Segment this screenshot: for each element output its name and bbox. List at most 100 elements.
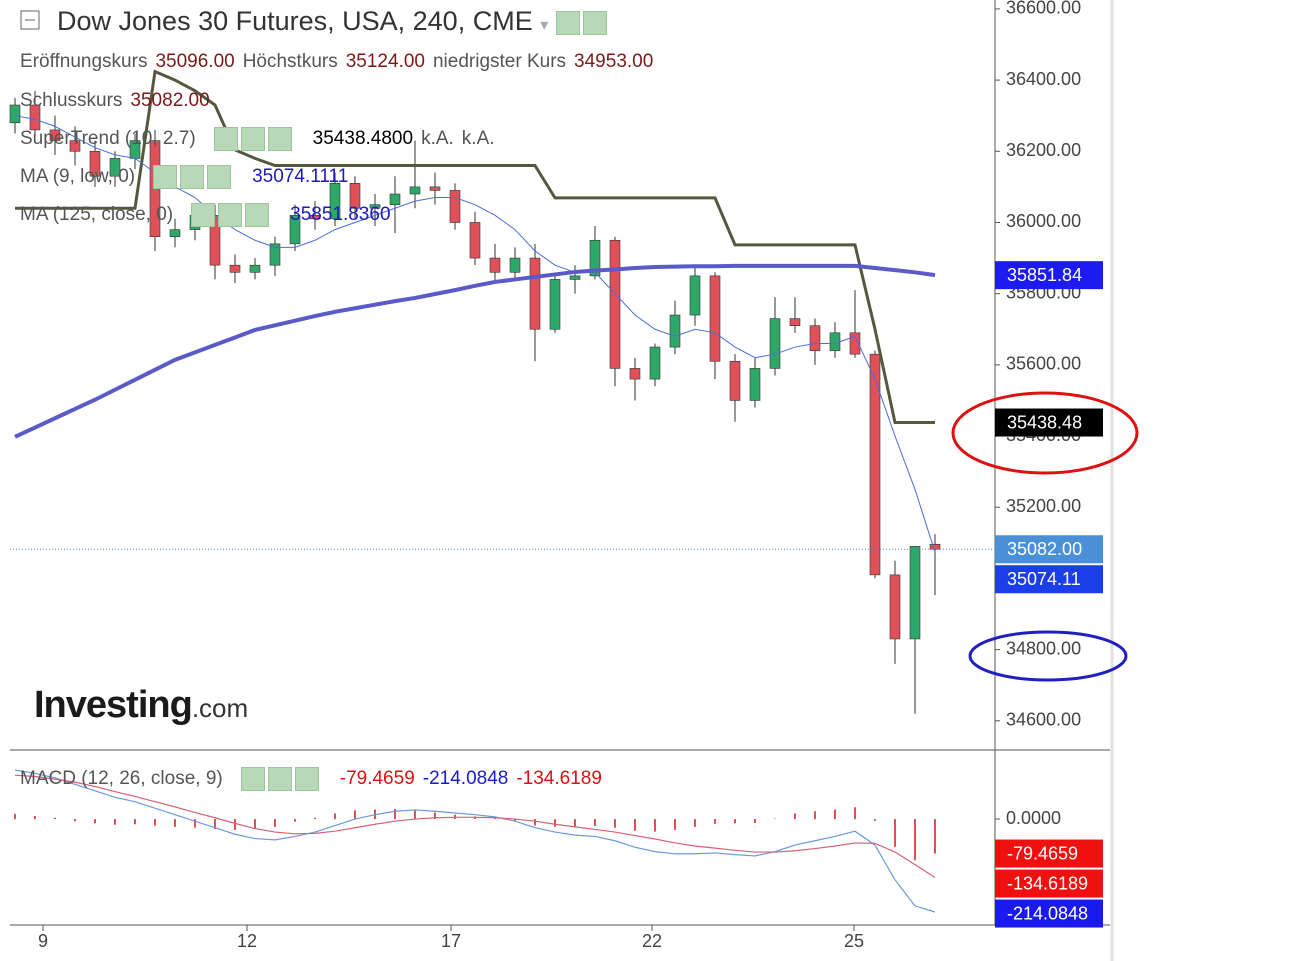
x-tick-label: 17 — [441, 931, 461, 951]
candle-body — [429, 186, 441, 191]
ohlc-value: 35096.00 — [155, 51, 235, 72]
candle-body — [249, 264, 261, 273]
candle-body — [269, 243, 281, 266]
histogram-bar — [514, 819, 516, 822]
histogram-bar — [414, 809, 416, 820]
histogram-bar — [54, 817, 56, 820]
candle-body — [309, 215, 321, 220]
legend-name: MACD (12, 26, close, 9) — [20, 768, 223, 789]
x-tick-label: 9 — [38, 931, 48, 951]
candle-body — [689, 275, 701, 316]
histogram-bar — [874, 819, 876, 821]
y-tick-label: 35600.00 — [1006, 354, 1081, 374]
legend-name: MA (125, close, 0) — [20, 204, 174, 225]
histogram-bar — [914, 819, 916, 861]
icon[interactable] — [240, 767, 265, 791]
candle-body — [709, 275, 721, 362]
candle-body — [769, 318, 781, 369]
icon[interactable] — [267, 767, 292, 791]
ohlc-value: 35082.00 — [130, 90, 210, 111]
x-tick-label: 25 — [844, 931, 864, 951]
candle-body — [529, 257, 541, 330]
histogram-bar — [834, 809, 836, 820]
histogram-bar — [554, 819, 556, 827]
candle-body — [409, 186, 421, 195]
histogram-bar — [694, 819, 696, 827]
icon[interactable] — [240, 127, 265, 151]
candle-body — [49, 129, 61, 141]
legend-value: -214.0848 — [422, 768, 509, 789]
price-badge — [995, 565, 1103, 594]
histogram-bar — [34, 816, 36, 820]
icon[interactable] — [191, 203, 216, 227]
histogram-bar — [354, 810, 356, 820]
macd-line — [14, 769, 936, 913]
icon[interactable] — [213, 127, 238, 151]
histogram-bar — [594, 819, 596, 826]
histogram-bar — [814, 811, 816, 820]
highlight-ellipse — [968, 630, 1128, 682]
y-tick-label: 36200.00 — [1006, 140, 1081, 160]
icon[interactable] — [267, 127, 292, 151]
candle-body — [509, 257, 521, 273]
price-badge — [995, 899, 1103, 928]
watermark: Investing.com — [34, 684, 248, 727]
x-tick-label: 22 — [642, 931, 662, 951]
legend-value: -134.6189 — [516, 768, 602, 789]
icon[interactable] — [582, 10, 607, 35]
histogram-bar — [154, 819, 156, 826]
candle-body — [849, 332, 861, 355]
candle-body — [829, 332, 841, 351]
y-tick-label: 36000.00 — [1006, 211, 1081, 231]
candle-body — [289, 215, 301, 245]
icon[interactable] — [218, 203, 243, 227]
ohlc-value: 35124.00 — [345, 51, 425, 72]
icon[interactable] — [245, 203, 270, 227]
legend-row: MA (9, low, 0) 35074.1111 — [20, 164, 348, 190]
price-badge — [995, 408, 1103, 437]
histogram-bar — [854, 807, 856, 820]
histogram-bar — [734, 819, 736, 824]
indicator-line — [15, 69, 935, 425]
highlight-ellipse — [951, 391, 1139, 475]
price-badge-label: -79.4659 — [1007, 843, 1078, 863]
candle-body — [629, 368, 641, 380]
y-tick-label: 0.0000 — [1006, 808, 1061, 828]
histogram-bar — [434, 812, 436, 820]
legend-value: k.A. — [461, 128, 495, 149]
candle-body — [869, 353, 881, 576]
icon[interactable] — [207, 165, 232, 189]
candle-body — [449, 190, 461, 223]
ohlc-label: Höchstkurs — [242, 51, 338, 72]
candle-body — [889, 574, 901, 640]
price-badge — [995, 261, 1103, 290]
icon[interactable] — [153, 165, 178, 189]
histogram-bar — [14, 813, 16, 820]
candle-body — [589, 239, 601, 277]
y-tick-label: 34800.00 — [1006, 638, 1081, 658]
y-tick-label: 35200.00 — [1006, 496, 1081, 516]
y-tick-label: 34600.00 — [1006, 710, 1081, 730]
candle-body — [169, 229, 181, 238]
histogram-bar — [114, 819, 116, 825]
histogram-bar — [394, 809, 396, 820]
candle-body — [349, 183, 361, 209]
icon[interactable] — [555, 10, 580, 35]
histogram-bar — [534, 819, 536, 826]
price-badge — [995, 839, 1103, 868]
legend-row: MACD (12, 26, close, 9) -79.4659 -214.084… — [20, 766, 602, 792]
candle-body — [329, 183, 341, 220]
histogram-bar — [334, 813, 336, 820]
candle-body — [789, 318, 801, 327]
ohlc-label: Eröffnungskurs — [20, 51, 148, 72]
price-badge-label: -214.0848 — [1007, 903, 1088, 923]
ohlc-label: niedrigster Kurs — [432, 51, 567, 72]
candle-body — [729, 360, 741, 401]
collapse-box[interactable] — [20, 10, 40, 30]
icon[interactable] — [180, 165, 205, 189]
icon[interactable] — [294, 767, 319, 791]
histogram-bar — [614, 819, 616, 828]
ohlc-value: 34953.00 — [574, 51, 654, 72]
ohlc-label: Schlusskurs — [20, 90, 123, 111]
histogram-bar — [194, 819, 196, 828]
